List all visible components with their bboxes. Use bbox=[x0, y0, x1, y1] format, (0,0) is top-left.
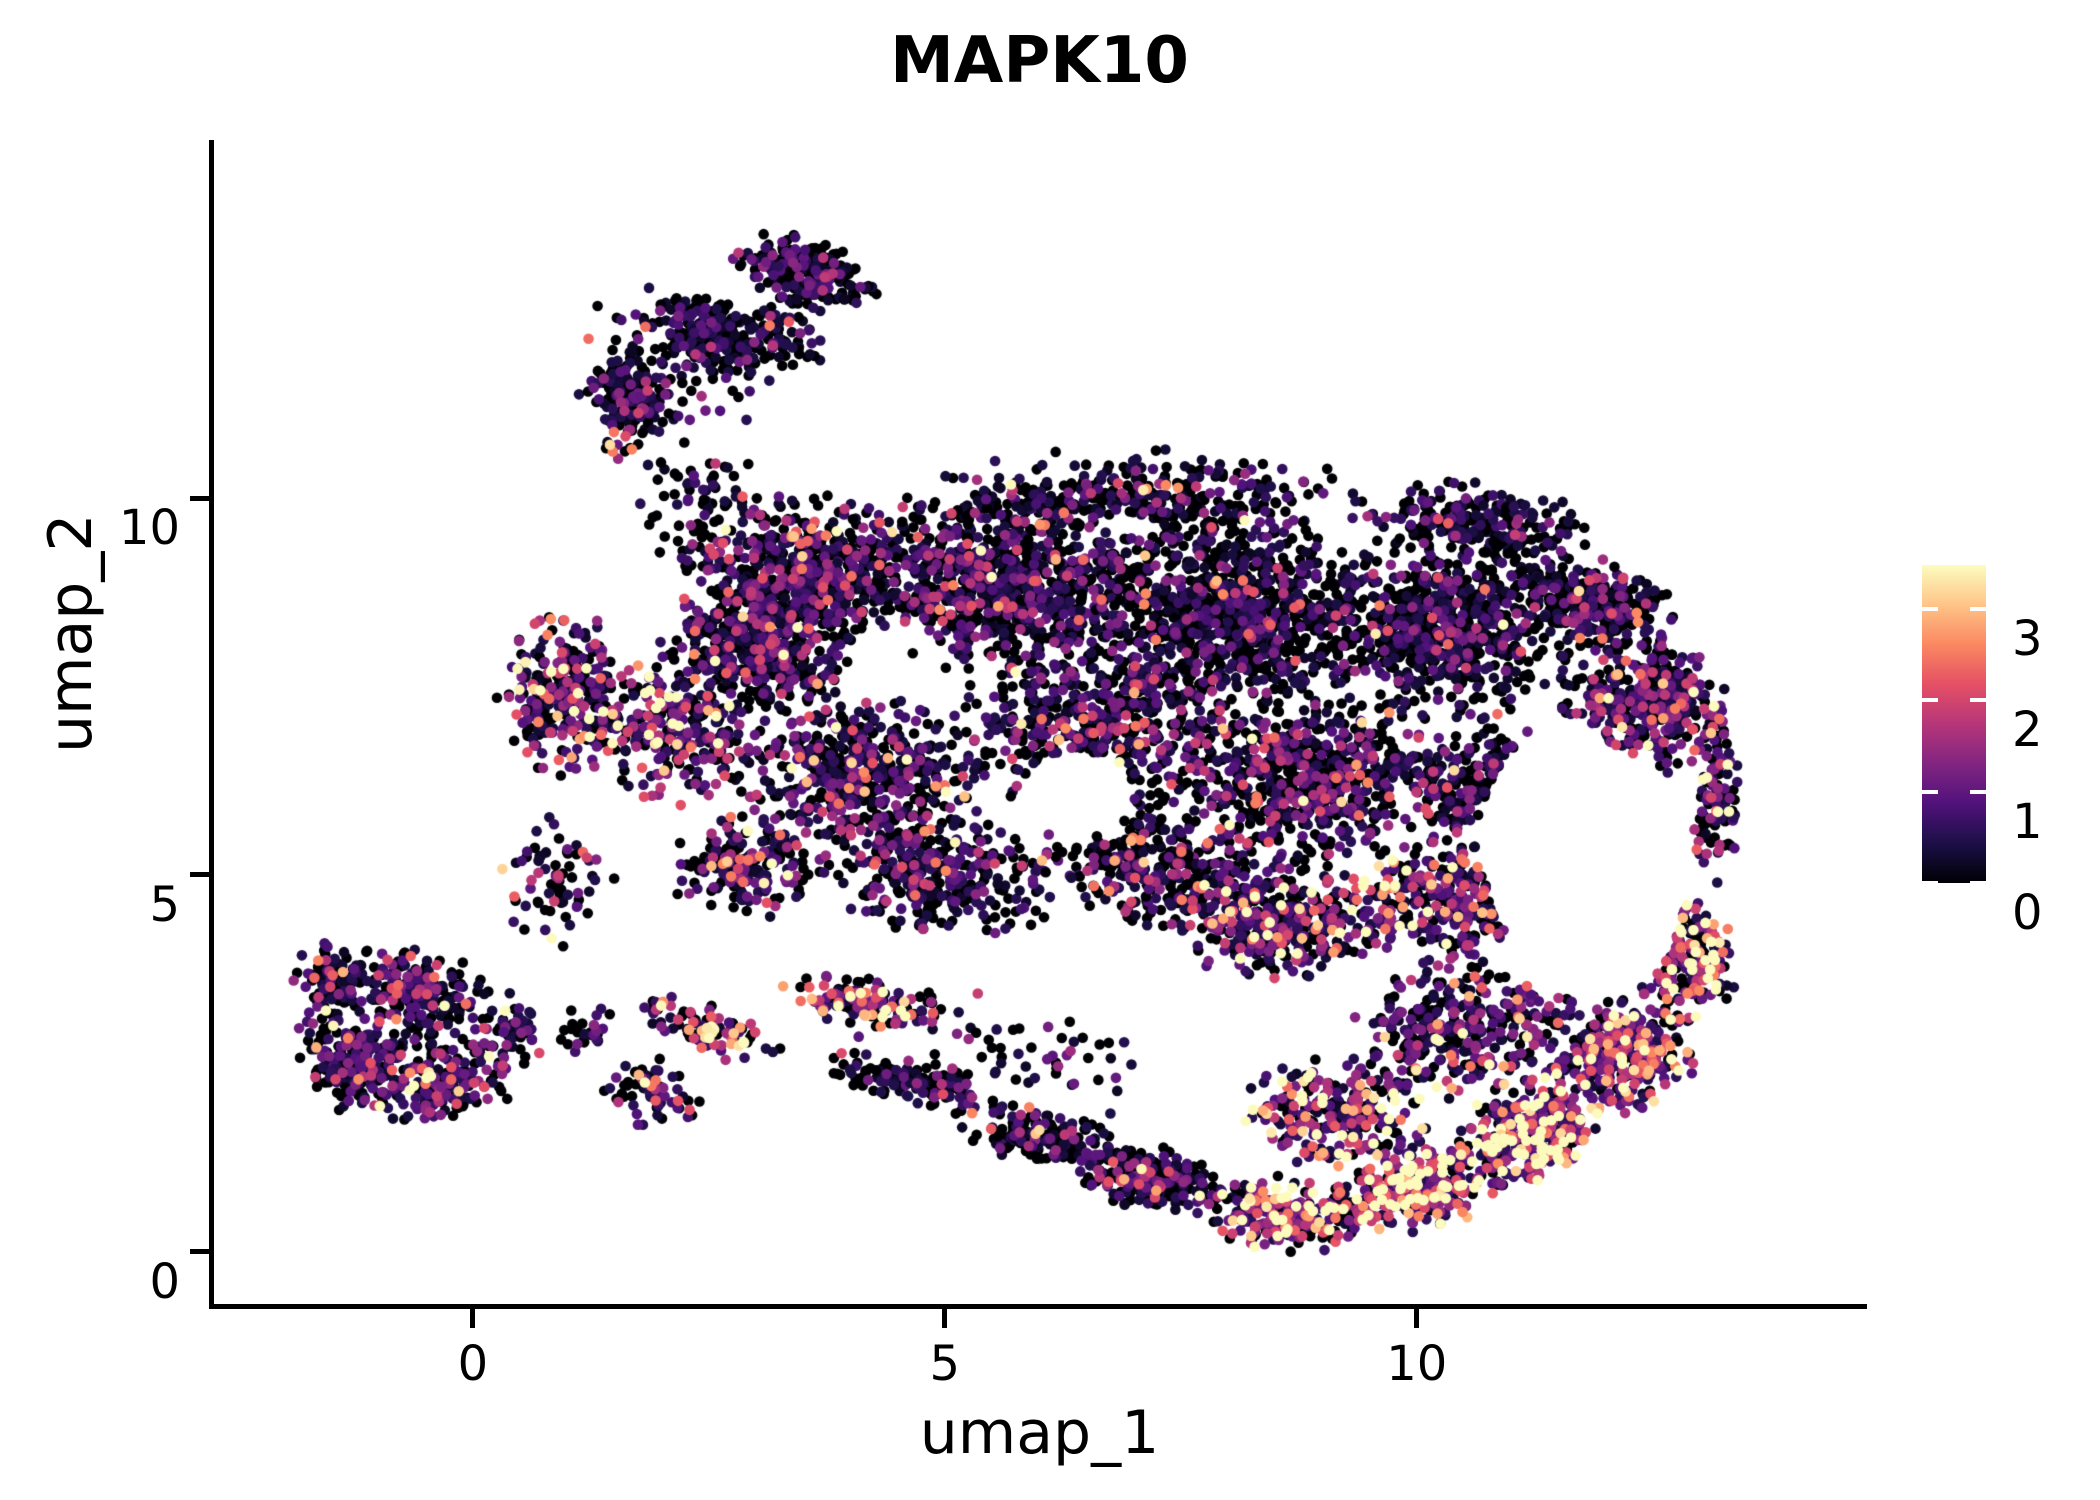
colorbar-tick-mark bbox=[1970, 698, 1986, 703]
x-tick-mark bbox=[470, 1309, 476, 1328]
x-tick-mark bbox=[942, 1309, 948, 1328]
y-tick-mark bbox=[190, 495, 209, 501]
colorbar-tick-mark bbox=[1922, 606, 1938, 611]
colorbar-tick-mark bbox=[1970, 789, 1986, 794]
y-tick-label: 0 bbox=[149, 1253, 180, 1310]
x-axis-line bbox=[209, 1304, 1867, 1309]
y-tick-mark bbox=[190, 1249, 209, 1255]
y-tick-label: 10 bbox=[118, 500, 180, 556]
y-axis-label: umap_2 bbox=[36, 513, 106, 753]
x-axis-label: umap_1 bbox=[919, 1398, 1160, 1468]
colorbar-tick-label: 1 bbox=[2012, 793, 2043, 850]
colorbar-tick-mark bbox=[1922, 881, 1938, 885]
colorbar-tick-label: 3 bbox=[2012, 610, 2043, 667]
umap-scatter-canvas bbox=[212, 140, 1867, 1306]
page-title: MAPK10 bbox=[890, 24, 1189, 98]
x-tick-label: 5 bbox=[929, 1336, 961, 1392]
x-tick-label: 0 bbox=[457, 1336, 489, 1392]
colorbar-tick-label: 2 bbox=[2012, 702, 2043, 759]
colorbar-gradient bbox=[1922, 565, 1986, 883]
y-axis-line bbox=[209, 140, 214, 1309]
y-tick-label: 5 bbox=[149, 876, 180, 933]
colorbar-tick-mark bbox=[1970, 881, 1986, 885]
colorbar-tick-mark bbox=[1922, 789, 1938, 794]
colorbar-tick-mark bbox=[1970, 606, 1986, 611]
x-tick-label: 10 bbox=[1386, 1336, 1448, 1392]
y-tick-mark bbox=[190, 872, 209, 878]
colorbar-tick-label: 0 bbox=[2012, 885, 2043, 941]
colorbar-tick-mark bbox=[1922, 698, 1938, 703]
x-tick-mark bbox=[1414, 1309, 1420, 1328]
